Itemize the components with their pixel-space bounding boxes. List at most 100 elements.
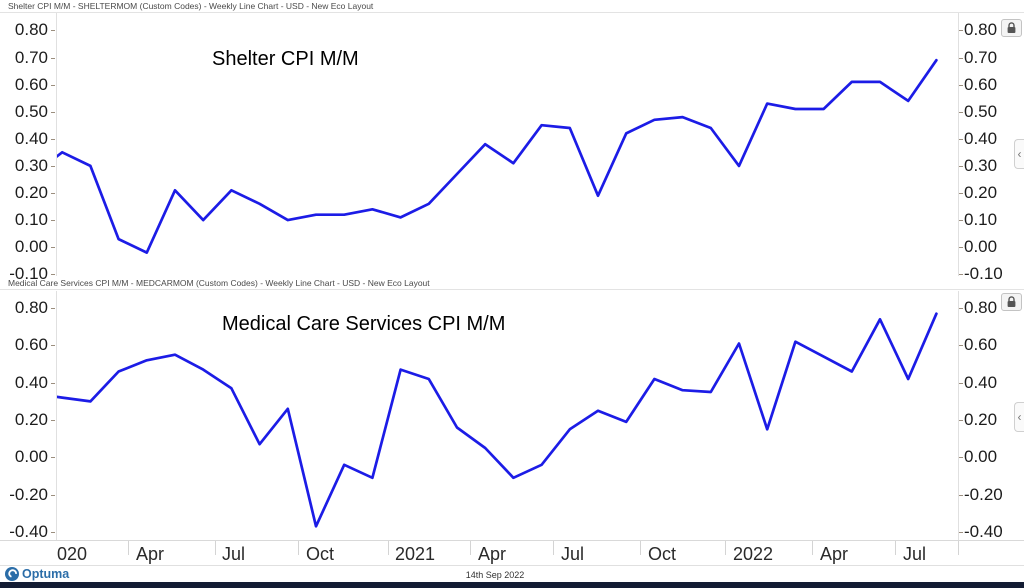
y-tick-right [959, 247, 963, 249]
y-tick-left [51, 345, 55, 347]
y-tick-left [51, 84, 55, 86]
y-tick-right [959, 494, 963, 496]
y-tick-right [959, 165, 963, 167]
x-axis-label: Jul [222, 544, 246, 564]
y-tick-left [51, 138, 55, 140]
y-axis-label-left: 0.30 [14, 155, 48, 175]
y-axis-label-right: 0.70 [964, 47, 998, 67]
shelter-line-chart[interactable] [57, 13, 958, 276]
y-tick-right [959, 382, 963, 384]
x-axis-separator [640, 541, 641, 555]
y-tick-left [51, 247, 55, 249]
y-axis-label-left: 0.50 [14, 101, 48, 121]
y-tick-right [959, 30, 963, 32]
y-axis-label-right: 0.80 [964, 298, 998, 318]
x-axis-separator [812, 541, 813, 555]
y-tick-right [959, 308, 963, 310]
chart-panel-shelter: Shelter CPI M/M - SHELTERMOM (Custom Cod… [0, 0, 1024, 277]
y-tick-left [51, 220, 55, 222]
y-tick-left [51, 30, 55, 32]
y-tick-left [51, 531, 55, 533]
x-axis-separator [553, 541, 554, 555]
y-axis-label-left: -0.10 [9, 264, 48, 284]
chart-annotation-shelter: Shelter CPI M/M [212, 48, 359, 70]
y-axis-label-left: 0.80 [14, 298, 48, 318]
x-axis-separator [958, 541, 959, 555]
x-axis-label: Apr [820, 544, 849, 564]
medical-line-chart[interactable] [57, 291, 958, 540]
y-axis-label-left: 0.60 [14, 335, 48, 355]
y-axis-label-right: -0.20 [964, 484, 1003, 504]
y-axis-label-right: 0.30 [964, 155, 998, 175]
y-axis-label-right: 0.80 [964, 20, 998, 40]
y-axis-label-right: 0.50 [964, 101, 998, 121]
y-tick-right [959, 138, 963, 140]
x-axis-separator [725, 541, 726, 555]
optuma-logo-icon [5, 567, 19, 581]
y-tick-right [959, 420, 963, 421]
y-axis-label-right: 0.40 [964, 128, 998, 148]
y-axis-label-left: 0.70 [14, 47, 48, 67]
lock-icon [1006, 22, 1017, 34]
y-tick-right [959, 457, 963, 459]
chart-panel-medical: Medical Care Services CPI M/M - MEDCARMO… [0, 277, 1024, 540]
y-tick-left [51, 57, 55, 59]
y-axis-label-right: 0.60 [964, 74, 998, 94]
x-axis-label: Oct [306, 544, 335, 564]
y-tick-right [959, 111, 963, 113]
chart-title-bar-medical: Medical Care Services CPI M/M - MEDCARMO… [0, 277, 1024, 290]
collapse-panel-chevron[interactable]: ‹ [1014, 139, 1024, 169]
y-axis-label-right: 0.00 [964, 447, 998, 467]
x-axis-label: Apr [478, 544, 507, 564]
y-axis-label-right: 0.40 [964, 372, 998, 392]
y-axis-label-left: 0.40 [14, 372, 48, 392]
y-axis-label-right: 0.00 [964, 237, 998, 257]
x-axis-separator [895, 541, 896, 555]
plot-left-border [56, 291, 57, 540]
y-axis-label-right: -0.10 [964, 264, 1003, 284]
y-axis-label-right: 0.10 [964, 210, 998, 230]
collapse-panel-chevron[interactable]: ‹ [1014, 402, 1024, 432]
y-tick-left [51, 382, 55, 384]
y-axis-label-right: 0.20 [964, 410, 998, 429]
y-axis-label-left: 0.00 [14, 237, 48, 257]
plot-right-border [958, 13, 959, 276]
x-axis-label: 2022 [733, 544, 774, 564]
x-axis-label: Jul [903, 544, 927, 564]
y-axis-label-left: -0.20 [9, 484, 48, 504]
x-axis-separator [298, 541, 299, 555]
optuma-logo: Optuma [5, 567, 69, 581]
y-tick-left [51, 308, 55, 310]
y-axis-label-left: 0.20 [14, 410, 48, 429]
y-axis-label-left: -0.40 [9, 521, 48, 541]
y-tick-right [959, 193, 963, 194]
x-axis-scale[interactable]: 020 Apr Jul Oct 2021 Apr Jul Oct 2022 Apr Jul [0, 540, 1024, 565]
y-tick-left [51, 494, 55, 496]
status-bar: Optuma 14th Sep 2022 [0, 565, 1024, 582]
lock-button[interactable] [1001, 293, 1022, 311]
y-axis-label-left: 0.20 [14, 183, 48, 202]
bottom-navy-bar [0, 582, 1024, 588]
x-axis-separator [470, 541, 471, 555]
y-tick-left [51, 165, 55, 167]
y-axis-label-left: 0.40 [14, 128, 48, 148]
y-tick-left [51, 457, 55, 459]
y-axis-label-right: 0.20 [964, 183, 998, 202]
chart-date: 14th Sep 2022 [465, 570, 525, 580]
chart-annotation-medical: Medical Care Services CPI M/M [222, 313, 506, 335]
plot-left-border [56, 13, 57, 276]
y-tick-right [959, 84, 963, 86]
optuma-brand-text: Optuma [22, 567, 70, 581]
lock-button[interactable] [1001, 19, 1022, 37]
y-tick-right [959, 57, 963, 59]
x-axis-label: 2021 [395, 544, 436, 564]
y-tick-right [959, 274, 963, 276]
y-axis-label-left: 0.00 [14, 447, 48, 467]
x-axis-separator [215, 541, 216, 555]
y-tick-left [51, 274, 55, 276]
lock-icon [1006, 296, 1017, 308]
x-axis-label: Oct [648, 544, 677, 564]
x-axis-label: Jul [561, 544, 585, 564]
y-tick-left [51, 111, 55, 113]
